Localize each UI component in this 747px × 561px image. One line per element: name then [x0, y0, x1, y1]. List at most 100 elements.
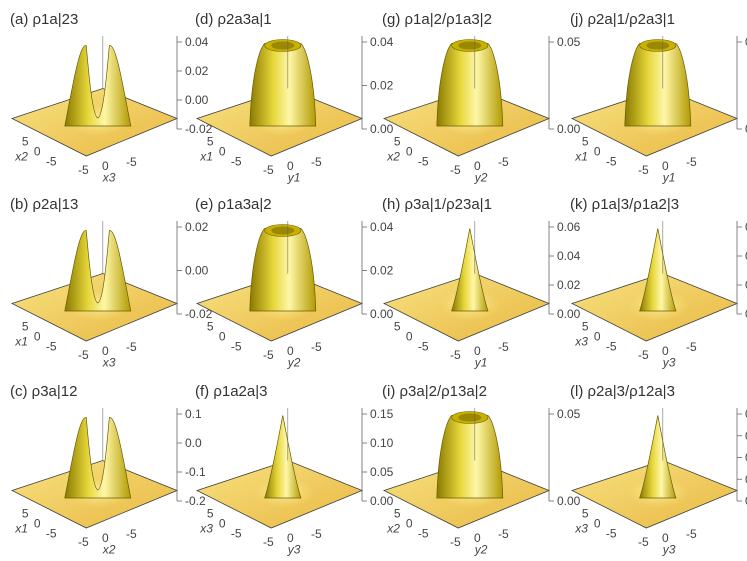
- axis-label-left: x1: [14, 335, 28, 349]
- z-tick-label: 0.02: [185, 220, 209, 234]
- panel-title: (j) ρ2a|1/ρ2a3|1: [570, 11, 675, 28]
- z-tick-label: 0.00: [185, 93, 209, 107]
- bottom-axis-tick: -5: [638, 163, 649, 177]
- z-tick-label: 0.02: [370, 264, 394, 278]
- bottom-axis-tick: -5: [78, 163, 89, 177]
- bottom-axis-tick: -5: [126, 527, 137, 541]
- surface-narrow-peak: [451, 228, 489, 312]
- z-tick-label: 0.10: [370, 436, 394, 450]
- bottom-axis-tick: 0: [102, 344, 109, 358]
- axis-label-left: x3: [574, 335, 588, 349]
- left-axis-tick: 5: [22, 320, 29, 334]
- axis-label-bottom: x3: [102, 171, 116, 185]
- left-axis-tick: 0: [594, 145, 601, 159]
- ring-inner: [271, 41, 295, 50]
- ring-inner: [271, 226, 295, 235]
- z-tick-label: 0.05: [745, 35, 747, 49]
- panel-title: (l) ρ2a|3/ρ12a|3: [570, 383, 675, 400]
- axis-label-bottom: y2: [474, 171, 488, 185]
- left-axis-tick: 5: [22, 507, 29, 521]
- left-axis-tick: 5: [22, 135, 29, 149]
- axis-label-bottom: y2: [287, 356, 301, 370]
- axis-label-bottom: y1: [287, 171, 301, 185]
- left-axis-tick: -5: [606, 527, 617, 541]
- z-tick-label: 0.00: [557, 122, 581, 136]
- axis-label-left: x1: [14, 522, 28, 536]
- left-axis-tick: 0: [219, 330, 226, 344]
- ring-inner: [646, 41, 670, 50]
- bottom-axis-tick: -5: [78, 348, 89, 362]
- z-tick-label: 0.04: [185, 35, 209, 49]
- left-axis-tick: 5: [207, 320, 214, 334]
- z-tick-label: 0.00: [745, 494, 747, 508]
- left-axis-tick: 0: [406, 517, 413, 531]
- axis-label-left: x2: [386, 522, 400, 536]
- axis-label-bottom: y3: [662, 543, 676, 557]
- left-axis-tick: -5: [46, 155, 57, 169]
- ring-inner: [458, 413, 482, 422]
- bottom-axis-tick: -5: [126, 155, 137, 169]
- z-tick-label: 0.04: [557, 249, 581, 263]
- panel: (l) ρ2a|3/ρ12a|30.200.150.100.050.0050-5…: [570, 383, 747, 557]
- left-axis-tick: -5: [606, 340, 617, 354]
- z-tick-label: 0.05: [745, 472, 747, 486]
- z-tick-label: 0.00: [557, 307, 581, 321]
- left-axis-tick: 5: [207, 507, 214, 521]
- z-tick-label: 0.00: [370, 494, 394, 508]
- z-tick-label: 0.02: [557, 278, 581, 292]
- z-tick-label: 0.04: [370, 220, 394, 234]
- bottom-axis-tick: -5: [686, 340, 697, 354]
- left-axis-tick: -5: [606, 155, 617, 169]
- bottom-axis-tick: 0: [662, 344, 669, 358]
- surface-ring: [249, 43, 317, 127]
- axis-label-left: x2: [386, 150, 400, 164]
- bottom-axis-tick: -5: [498, 527, 509, 541]
- bottom-axis-tick: 0: [287, 531, 294, 545]
- bottom-axis-tick: 0: [662, 531, 669, 545]
- bottom-axis-tick: -5: [263, 535, 274, 549]
- left-axis-tick: 0: [594, 517, 601, 531]
- surface-narrow-peak: [264, 415, 302, 499]
- axis-label-bottom: y1: [662, 171, 676, 185]
- z-tick-label: 0.05: [557, 35, 581, 49]
- bottom-axis-tick: 0: [102, 531, 109, 545]
- panel-title: (a) ρ1a|23: [10, 11, 78, 28]
- bottom-axis-tick: -5: [498, 340, 509, 354]
- panel-title: (b) ρ2a|13: [10, 196, 78, 213]
- bottom-axis-tick: -5: [126, 340, 137, 354]
- bottom-axis-tick: 0: [287, 344, 294, 358]
- axis-label-bottom: y1: [474, 356, 488, 370]
- panel-title: (d) ρ2a3a|1: [195, 11, 272, 28]
- left-axis-tick: -5: [418, 527, 429, 541]
- bottom-axis-tick: -5: [450, 348, 461, 362]
- left-axis-tick: 5: [582, 135, 589, 149]
- bottom-axis-tick: -5: [311, 527, 322, 541]
- left-axis-tick: 5: [582, 320, 589, 334]
- surface-ring: [436, 415, 504, 499]
- z-tick-label: 0.04: [370, 35, 394, 49]
- left-axis-tick: -5: [231, 527, 242, 541]
- panel-title: (f) ρ1a2a|3: [195, 383, 267, 400]
- bottom-axis-tick: -5: [686, 527, 697, 541]
- axis-label-left: x3: [199, 522, 213, 536]
- z-tick-label: -0.02: [185, 122, 213, 136]
- z-tick-label: 0.00: [370, 307, 394, 321]
- left-axis-tick: 0: [219, 517, 226, 531]
- bottom-axis-tick: 0: [102, 159, 109, 173]
- panel-title: (i) ρ3a|2/ρ13a|2: [382, 383, 487, 400]
- left-axis-tick: -5: [46, 340, 57, 354]
- left-axis-tick: 0: [34, 517, 41, 531]
- left-axis-tick: -5: [231, 340, 242, 354]
- axis-label-left: x1: [574, 150, 588, 164]
- bottom-axis-tick: -5: [498, 155, 509, 169]
- z-tick-label: 0.02: [370, 79, 394, 93]
- bottom-axis-tick: -5: [311, 155, 322, 169]
- panel-title: (c) ρ3a|12: [10, 383, 77, 400]
- z-tick-label: 0.1: [185, 407, 202, 421]
